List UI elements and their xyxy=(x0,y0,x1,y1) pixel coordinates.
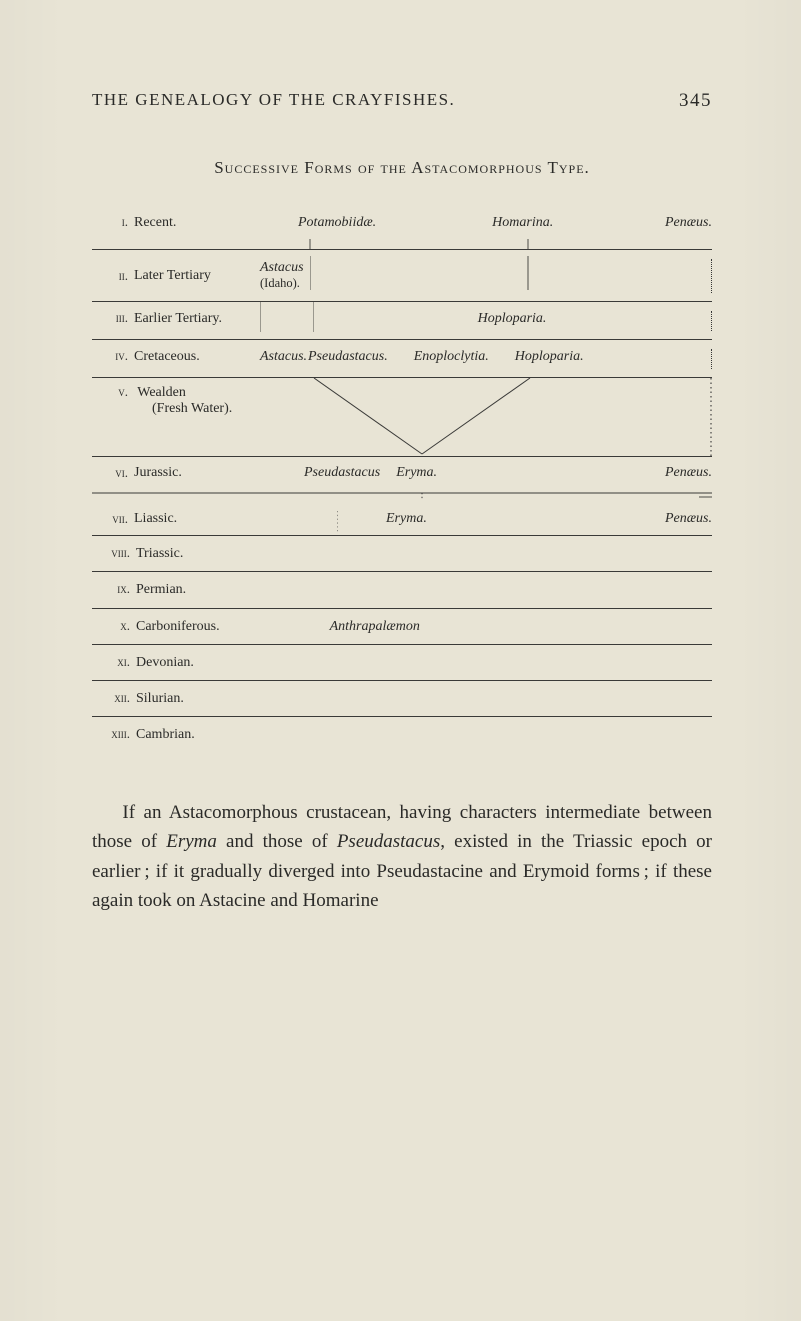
taxon-hoploparia-2: Hoploparia. xyxy=(515,349,584,365)
period-permian: Permian. xyxy=(136,582,186,598)
descent-svg-iii-a xyxy=(260,302,314,332)
descent-svg-ii xyxy=(310,256,690,290)
row-permian: ix. Permian. xyxy=(92,572,712,607)
wealden-label: v. Wealden (Fresh Water). xyxy=(92,385,232,417)
descent-col-ii xyxy=(324,259,710,293)
period-silurian: Silurian. xyxy=(136,691,184,707)
taxon-penaeus-2: Penæus. xyxy=(665,465,712,481)
period-jurassic: Jurassic. xyxy=(134,465,230,481)
row-carboniferous: x. Carboniferous. Anthrapalæmon xyxy=(92,609,712,644)
taxon-eryma-2: Eryma. xyxy=(386,511,427,527)
period-cambrian: Cambrian. xyxy=(136,727,195,743)
period-cretaceous: Cretaceous. xyxy=(134,349,260,365)
roman-i: i. xyxy=(92,215,134,230)
roman-x: x. xyxy=(92,619,136,635)
astacus-cret: Astacus. xyxy=(260,349,308,365)
taxon-penaeus-3: Penæus. xyxy=(665,511,712,527)
prose-b: Eryma xyxy=(166,831,217,852)
roman-ix: ix. xyxy=(92,582,136,598)
penaeus-dotted-ii xyxy=(710,259,712,293)
row-devonian: xi. Devonian. xyxy=(92,645,712,680)
taxon-homarina: Homarina. xyxy=(492,215,553,231)
prose-c: and those of xyxy=(217,831,337,852)
astacus-label: Astacus xyxy=(260,260,304,275)
taxon-potamobiidae: Potamobiidæ. xyxy=(298,215,376,231)
period-later-tertiary: Later Tertiary xyxy=(134,268,260,284)
roman-ii: ii. xyxy=(92,269,134,284)
row-liassic: vii. Liassic. Eryma. Penæus. xyxy=(92,505,712,535)
roman-xi: xi. xyxy=(92,655,136,671)
descent-ticks-i xyxy=(92,239,712,249)
eryma-connector-svg xyxy=(230,511,338,533)
roman-vii: vii. xyxy=(92,512,134,527)
running-head-title: THE GENEALOGY OF THE CRAYFISHES. xyxy=(92,90,661,112)
taxon-pseudastacus-2: Pseudastacus xyxy=(304,465,380,481)
page-number: 345 xyxy=(679,90,712,112)
period-liassic: Liassic. xyxy=(134,511,230,527)
roman-iii: iii. xyxy=(92,311,134,326)
row-wealden: v. Wealden (Fresh Water). xyxy=(92,378,712,456)
row-jurassic: vi. Jurassic. Pseudastacus Eryma. Penæus… xyxy=(92,457,712,489)
roman-v: v. xyxy=(92,385,134,400)
row-earlier-tertiary: iii. Earlier Tertiary. Hoploparia. xyxy=(92,302,712,339)
period-triassic: Triassic. xyxy=(136,546,183,562)
running-head: THE GENEALOGY OF THE CRAYFISHES. 345 xyxy=(92,90,712,112)
taxon-pseudastacus: Pseudastacus. xyxy=(308,349,388,365)
jurassic-connector xyxy=(92,492,712,500)
roman-vi: vi. xyxy=(92,466,134,481)
taxon-anthrapalaemon: Anthrapalæmon xyxy=(330,619,420,635)
prose-d: Pseudastacus xyxy=(337,831,440,852)
cretaceous-taxa: Pseudastacus. Enoploclytia. Hoploparia. xyxy=(308,349,584,365)
taxon-penaeus: Penæus. xyxy=(665,215,712,231)
taxon-enoploclytia: Enoploclytia. xyxy=(414,349,489,365)
taxon-hoploparia: Hoploparia. xyxy=(314,311,710,327)
period-devonian: Devonian. xyxy=(136,655,194,671)
row-silurian: xii. Silurian. xyxy=(92,681,712,716)
forms-table: i. Recent. Potamobiidæ. Homarina. Penæus… xyxy=(92,206,712,752)
row-later-tertiary: ii. Later Tertiary Astacus (Idaho). xyxy=(92,250,712,301)
page: THE GENEALOGY OF THE CRAYFISHES. 345 Suc… xyxy=(92,90,712,935)
penaeus-dotted-iii xyxy=(710,311,712,331)
body-paragraph: If an Astacomorphous crustacean, having … xyxy=(92,798,712,916)
astacus-locality: (Idaho). xyxy=(260,276,300,290)
row-recent: i. Recent. Potamobiidæ. Homarina. Penæus… xyxy=(92,206,712,249)
taxon-eryma: Eryma. xyxy=(396,465,437,481)
period-earlier-tertiary: Earlier Tertiary. xyxy=(134,311,260,327)
roman-xii: xii. xyxy=(92,691,136,707)
row-cretaceous: iv. Cretaceous. Astacus. Pseudastacus. E… xyxy=(92,340,712,377)
row-cambrian: xiii. Cambrian. xyxy=(92,717,712,752)
period-carboniferous: Carboniferous. xyxy=(136,619,220,635)
period-wealden-sub: (Fresh Water). xyxy=(152,401,232,416)
roman-viii: viii. xyxy=(92,546,136,562)
period-recent: Recent. xyxy=(134,215,260,231)
period-wealden: Wealden xyxy=(137,385,186,400)
roman-xiii: xiii. xyxy=(92,727,136,743)
roman-iv: iv. xyxy=(92,349,134,364)
row-triassic: viii. Triassic. xyxy=(92,536,712,571)
penaeus-dotted-iv xyxy=(710,349,712,369)
section-subtitle: Successive Forms of the Astacomorphous T… xyxy=(92,158,712,178)
